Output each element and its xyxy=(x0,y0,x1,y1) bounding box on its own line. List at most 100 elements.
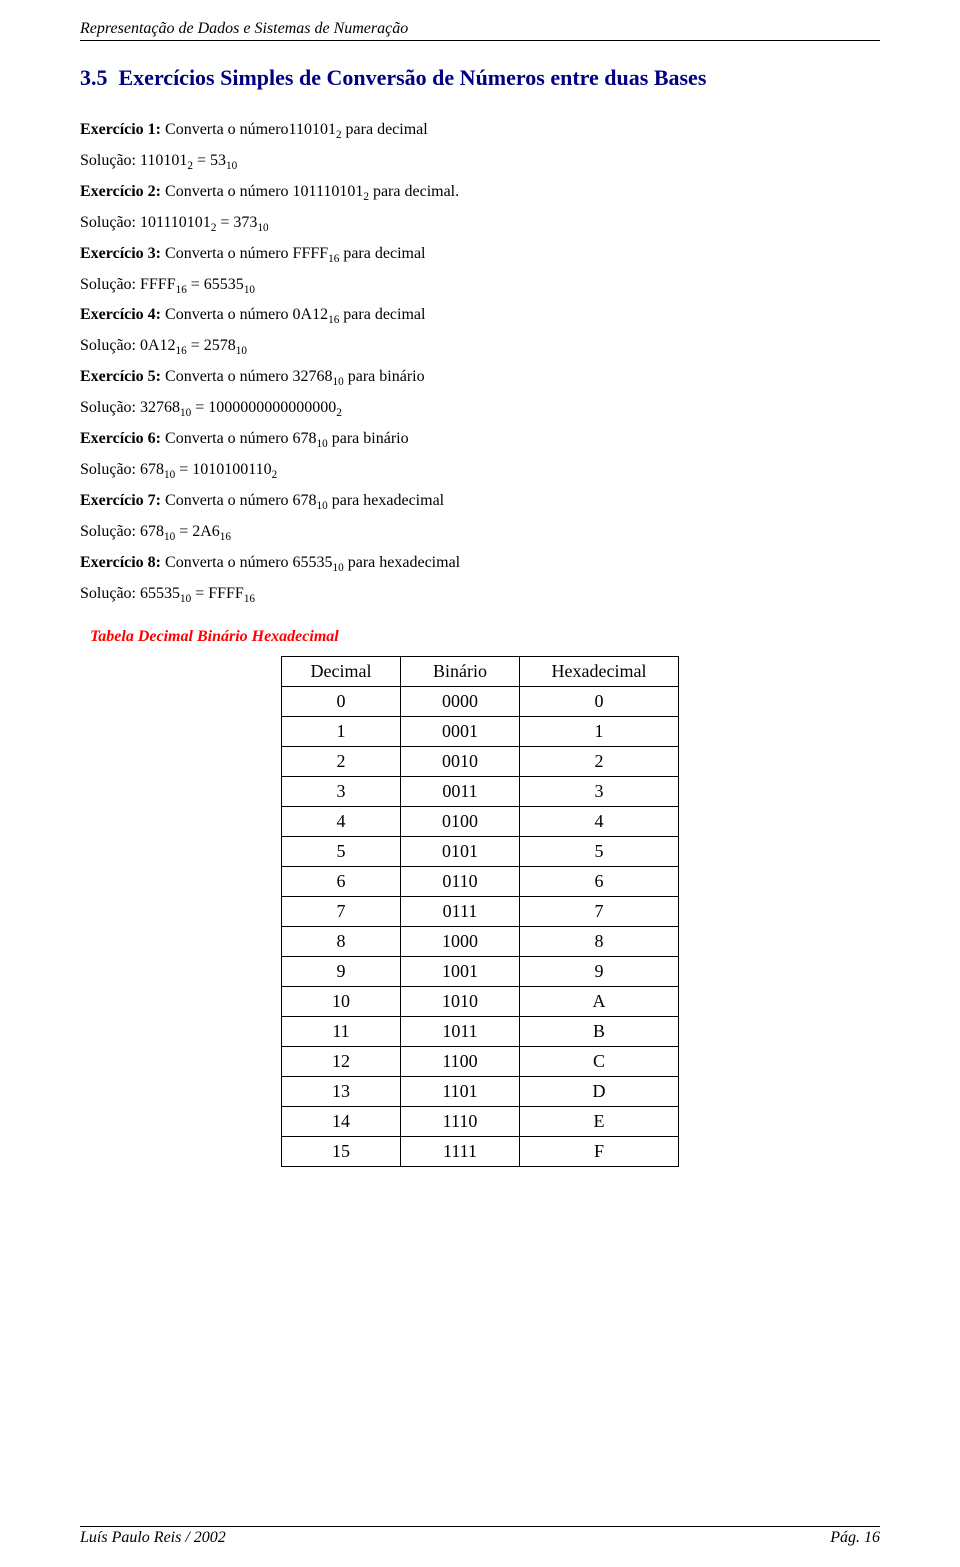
table-cell: 6 xyxy=(282,866,401,896)
exercise-sub: 10 xyxy=(317,500,328,512)
table-cell: 2 xyxy=(520,746,679,776)
solution-sub2: 2 xyxy=(272,469,278,481)
table-cell: 7 xyxy=(282,896,401,926)
table-cell: 1100 xyxy=(401,1046,520,1076)
solution-prefix: Solução: 32768 xyxy=(80,399,180,416)
table-col-hex: Hexadecimal xyxy=(520,656,679,686)
solution-sub2: 10 xyxy=(236,346,247,358)
exercise-text: Converta o número 0A12 xyxy=(161,306,328,323)
exercise-prefix: Exercício 4: xyxy=(80,306,161,323)
exercise-solution: Solução: 1101012 = 5310 xyxy=(80,146,880,177)
table-row: 100011 xyxy=(282,716,679,746)
table-cell: 0110 xyxy=(401,866,520,896)
table-cell: 3 xyxy=(520,776,679,806)
table-cell: 14 xyxy=(282,1106,401,1136)
section-number: 3.5 xyxy=(80,65,108,90)
table-row: 111011B xyxy=(282,1016,679,1046)
table-cell: 6 xyxy=(520,866,679,896)
table-cell: 8 xyxy=(282,926,401,956)
table-row: 151111F xyxy=(282,1136,679,1166)
exercise-sub: 10 xyxy=(333,562,344,574)
table-cell: 0010 xyxy=(401,746,520,776)
solution-prefix: Solução: 65535 xyxy=(80,585,180,602)
exercise-text: Converta o número FFFF xyxy=(161,245,328,262)
table-cell: 0100 xyxy=(401,806,520,836)
solution-sub2: 16 xyxy=(220,531,231,543)
table-row: 121100C xyxy=(282,1046,679,1076)
table-cell: B xyxy=(520,1016,679,1046)
exercise-tail: para decimal xyxy=(339,245,425,262)
solution-mid: = 53 xyxy=(193,152,226,169)
exercise-tail: para binário xyxy=(328,430,409,447)
exercise-sub: 16 xyxy=(328,315,339,327)
table-cell: 1101 xyxy=(401,1076,520,1106)
solution-mid: = 373 xyxy=(216,214,257,231)
table-cell: 4 xyxy=(282,806,401,836)
exercise-tail: para binário xyxy=(344,368,425,385)
exercise-prompt: Exercício 2: Converta o número 101110101… xyxy=(80,177,880,208)
section-title: 3.5 Exercícios Simples de Conversão de N… xyxy=(80,65,880,91)
table-cell: D xyxy=(520,1076,679,1106)
exercise-tail: para decimal. xyxy=(369,183,459,200)
solution-sub1: 10 xyxy=(164,531,175,543)
table-cell: 1 xyxy=(282,716,401,746)
exercise-text: Converta o número 65535 xyxy=(161,554,333,571)
exercise-solution: Solução: 3276810 = 10000000000000002 xyxy=(80,393,880,424)
exercise-prefix: Exercício 2: xyxy=(80,183,161,200)
solution-prefix: Solução: 110101 xyxy=(80,152,187,169)
solution-sub2: 2 xyxy=(336,407,342,419)
solution-prefix: Solução: 678 xyxy=(80,523,164,540)
table-cell: 13 xyxy=(282,1076,401,1106)
exercise-tail: para hexadecimal xyxy=(344,554,460,571)
table-cell: 10 xyxy=(282,986,401,1016)
table-cell: 0011 xyxy=(401,776,520,806)
table-cell: A xyxy=(520,986,679,1016)
exercise-prefix: Exercício 1: xyxy=(80,121,161,138)
table-cell: 4 xyxy=(520,806,679,836)
section-title-text: Exercícios Simples de Conversão de Númer… xyxy=(119,65,707,90)
solution-sub2: 16 xyxy=(244,593,255,605)
exercise-tail: para hexadecimal xyxy=(328,492,444,509)
table-cell: 8 xyxy=(520,926,679,956)
table-cell: 12 xyxy=(282,1046,401,1076)
exercise-tail: para decimal xyxy=(339,306,425,323)
exercise-text: Converta o número 101110101 xyxy=(161,183,363,200)
solution-sub2: 10 xyxy=(226,160,237,172)
table-cell: E xyxy=(520,1106,679,1136)
table-caption: Tabela Decimal Binário Hexadecimal xyxy=(90,628,880,646)
exercise-sub: 10 xyxy=(317,438,328,450)
solution-sub1: 10 xyxy=(180,407,191,419)
table-cell: 9 xyxy=(282,956,401,986)
table-row: 810008 xyxy=(282,926,679,956)
table-cell: 0001 xyxy=(401,716,520,746)
table-row: 701117 xyxy=(282,896,679,926)
exercise-solution: Solução: 6553510 = FFFF16 xyxy=(80,579,880,610)
exercise-prefix: Exercício 8: xyxy=(80,554,161,571)
exercise-prefix: Exercício 7: xyxy=(80,492,161,509)
table-col-binario: Binário xyxy=(401,656,520,686)
solution-mid: = 2578 xyxy=(187,337,236,354)
header-title: Representação de Dados e Sistemas de Num… xyxy=(80,20,408,37)
table-cell: 9 xyxy=(520,956,679,986)
table-header-row: Decimal Binário Hexadecimal xyxy=(282,656,679,686)
exercise-prompt: Exercício 8: Converta o número 6553510 p… xyxy=(80,548,880,579)
solution-mid: = FFFF xyxy=(191,585,244,602)
table-cell: 5 xyxy=(282,836,401,866)
table-cell: 15 xyxy=(282,1136,401,1166)
exercise-solution: Solução: 0A1216 = 257810 xyxy=(80,331,880,362)
exercise-text: Converta o número 678 xyxy=(161,430,317,447)
table-cell: 0 xyxy=(520,686,679,716)
table-cell: 0101 xyxy=(401,836,520,866)
table-row: 131101D xyxy=(282,1076,679,1106)
exercise-prompt: Exercício 4: Converta o número 0A1216 pa… xyxy=(80,300,880,331)
exercise-text: Converta o número110101 xyxy=(161,121,336,138)
solution-mid: = 2A6 xyxy=(175,523,220,540)
table-cell: 11 xyxy=(282,1016,401,1046)
exercise-prompt: Exercício 5: Converta o número 3276810 p… xyxy=(80,362,880,393)
exercise-prompt: Exercício 7: Converta o número 67810 par… xyxy=(80,486,880,517)
exercise-solution: Solução: 67810 = 10101001102 xyxy=(80,455,880,486)
table-cell: 5 xyxy=(520,836,679,866)
table-cell: 1000 xyxy=(401,926,520,956)
table-cell: 2 xyxy=(282,746,401,776)
table-row: 200102 xyxy=(282,746,679,776)
